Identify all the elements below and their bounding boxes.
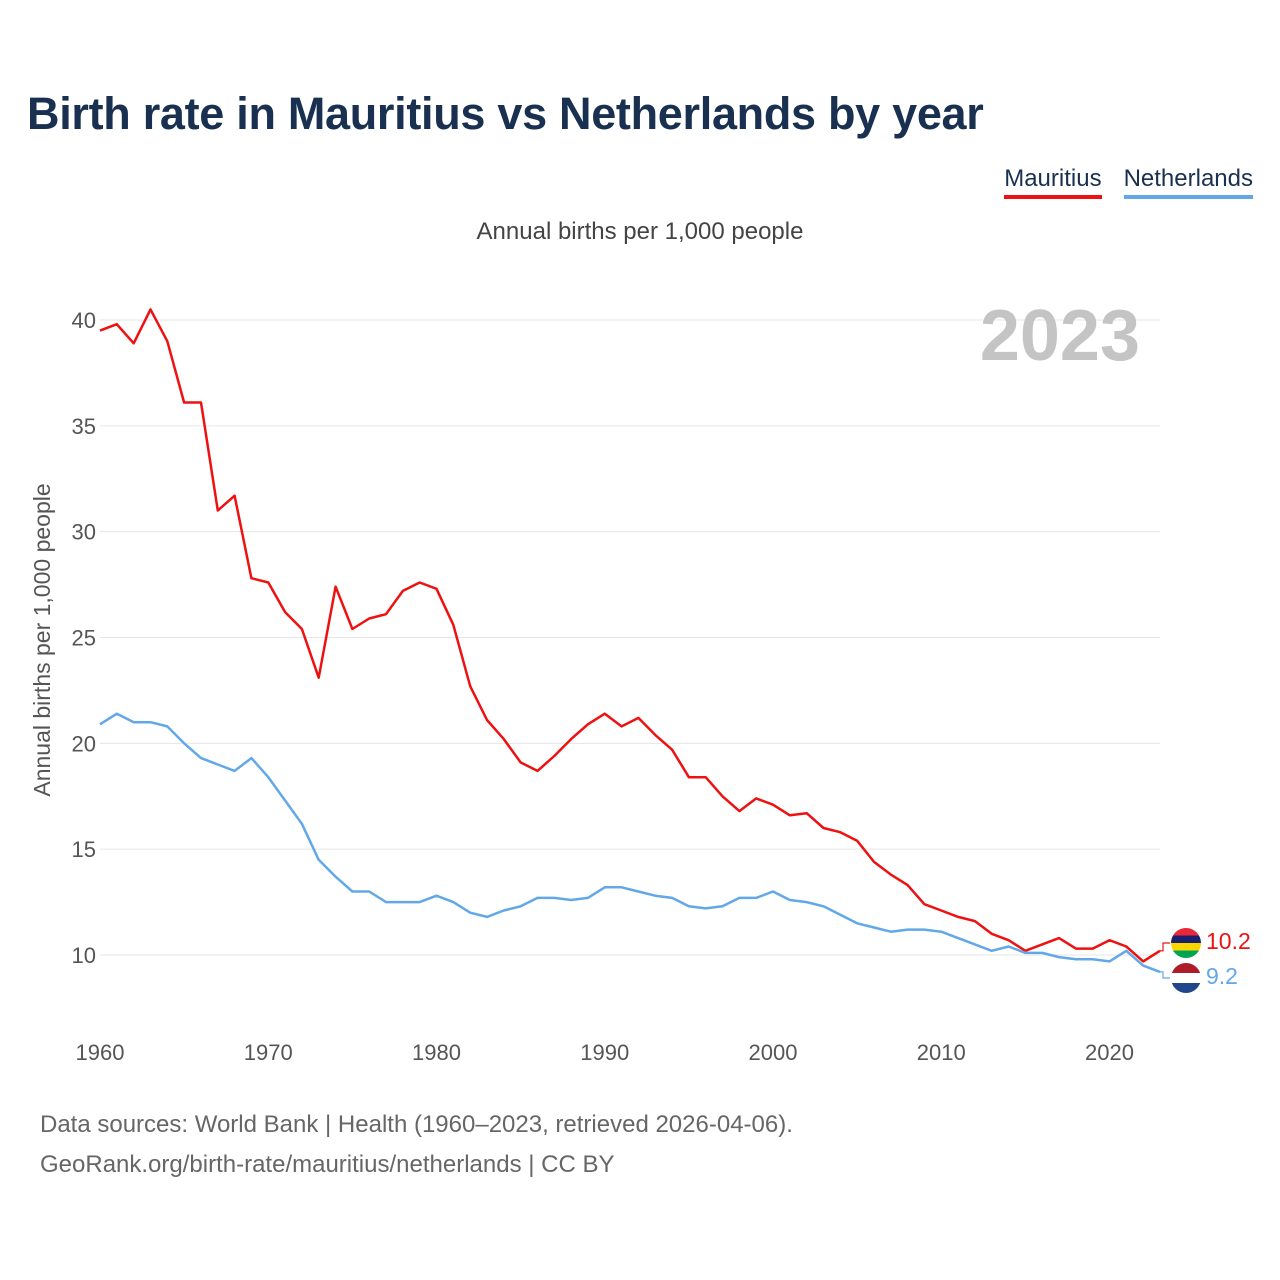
series-line-mauritius[interactable] xyxy=(99,308,1161,963)
y-axis-title: Annual births per 1,000 people xyxy=(29,483,55,796)
series-line-netherlands[interactable] xyxy=(99,712,1161,974)
footer-sources: Data sources: World Bank | Health (1960–… xyxy=(40,1111,793,1138)
y-tick-label: 30 xyxy=(72,520,96,545)
y-tick-label: 40 xyxy=(72,308,96,333)
mauritius-flag-icon xyxy=(1171,928,1201,958)
legend-item-netherlands[interactable]: Netherlands xyxy=(1123,165,1253,199)
x-tick-label: 1960 xyxy=(76,1040,125,1065)
end-connector-mauritius xyxy=(1160,942,1170,952)
y-tick-label: 25 xyxy=(72,626,96,651)
chart-subtitle: Annual births per 1,000 people xyxy=(476,218,804,245)
x-tick-label: 1990 xyxy=(580,1040,629,1065)
x-tick-label: 2000 xyxy=(749,1040,798,1065)
x-tick-label: 2010 xyxy=(917,1040,966,1065)
y-tick-label: 20 xyxy=(72,731,96,756)
footer: Data sources: World Bank | Health (1960–… xyxy=(40,1105,793,1185)
line-chart: 2023 10 15 20 25 30 35 40 1960 1970 1980 1990 2000 2… xyxy=(29,296,1251,1065)
x-tick-label: 2020 xyxy=(1085,1040,1134,1065)
legend: Mauritius Netherlands xyxy=(1004,165,1253,199)
x-tick-label: 1970 xyxy=(244,1040,293,1065)
y-tick-label: 15 xyxy=(72,837,96,862)
netherlands-end-label: 9.2 xyxy=(1206,963,1238,989)
x-tick-label: 1980 xyxy=(412,1040,461,1065)
netherlands-flag-icon xyxy=(1171,963,1201,993)
mauritius-end-label: 10.2 xyxy=(1206,928,1251,954)
year-overlay: 2023 xyxy=(980,296,1140,376)
y-tick-label: 35 xyxy=(72,414,96,439)
chart-title: Birth rate in Mauritius vs Netherlands b… xyxy=(27,88,984,139)
footer-link[interactable]: GeoRank.org/birth-rate/mauritius/netherl… xyxy=(40,1151,615,1178)
legend-item-mauritius[interactable]: Mauritius xyxy=(1004,165,1102,199)
end-connector-netherlands xyxy=(1160,971,1170,979)
y-tick-label: 10 xyxy=(72,943,96,968)
